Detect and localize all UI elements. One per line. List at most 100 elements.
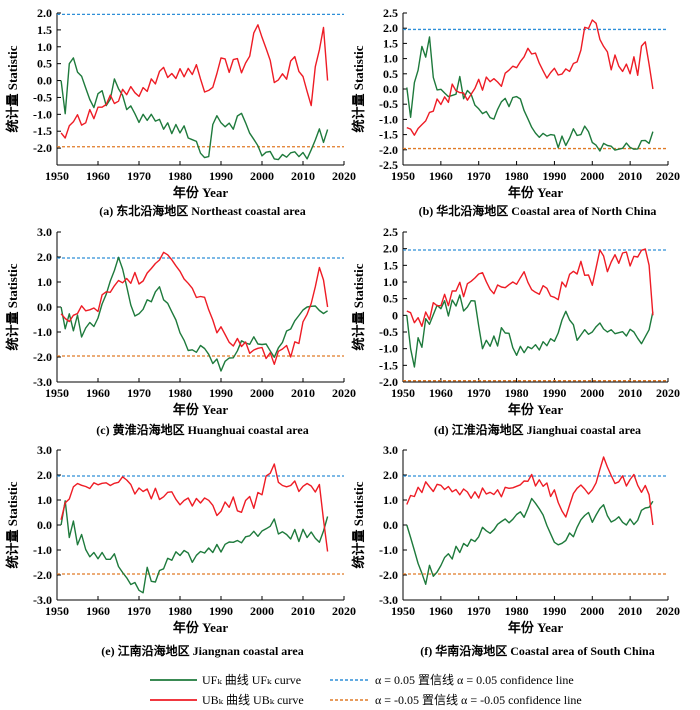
- y-tick-label: -2.5: [379, 158, 398, 172]
- x-tick-label: 1980: [168, 169, 192, 183]
- y-tick-label: 1.0: [383, 493, 398, 507]
- x-tick-label: 2000: [580, 169, 604, 183]
- ub-series-line: [406, 248, 654, 327]
- chart-panel-6: -3.0 -2.0 -1.0 0.0 1.0 2.0 3.0 1950 1960 1970 1980…: [351, 443, 680, 658]
- uf-series-line: [406, 497, 654, 585]
- y-tick-label: 1.0: [37, 40, 52, 54]
- x-tick-label: 1970: [127, 386, 151, 400]
- legend-conf-pos-label: α = 0.05 置信线 α = 0.05 confidence line: [375, 673, 574, 687]
- y-tick-label: -2.0: [379, 568, 398, 582]
- x-tick-label: 1970: [127, 169, 151, 183]
- y-tick-label: -2.0: [379, 375, 398, 389]
- panel-caption: (c) 黄淮沿海地区 Huanghuai coastal area: [96, 422, 308, 437]
- chart-panel-4: -2.0 -1.5 -1.0 -0.5 0 0.5 1.0 1.5 2.0 2.5 1950 1960…: [351, 225, 680, 437]
- y-tick-label: -1.0: [33, 107, 52, 121]
- x-tick-label: 2010: [291, 604, 315, 618]
- y-tick-label: -1.0: [379, 112, 398, 126]
- x-tick-label: 1960: [429, 604, 453, 618]
- x-axis-label: 年份 Year: [508, 402, 563, 417]
- y-tick-label: -1.5: [379, 358, 398, 372]
- x-tick-label: 2000: [580, 604, 604, 618]
- x-tick-label: 1950: [391, 604, 415, 618]
- y-tick-label: 2.0: [383, 468, 398, 482]
- y-tick-label: -2.0: [33, 350, 52, 364]
- panel-caption: (a) 东北沿海地区 Northeast coastal area: [99, 203, 305, 218]
- x-tick-label: 1990: [209, 604, 233, 618]
- chart-panel-2: -2.5-2.0-1.5 -1.0-0.50.00.51.0 1.52.02.5 19…: [351, 6, 680, 218]
- x-tick-label: 2020: [332, 169, 356, 183]
- y-tick-label: 0.0: [37, 74, 52, 88]
- x-tick-label: 2000: [580, 386, 604, 400]
- x-tick-label: 2010: [291, 169, 315, 183]
- x-tick-label: 1990: [542, 604, 566, 618]
- y-tick-label: -1.5: [33, 124, 52, 138]
- y-axis-label: 统计量 Statistic: [351, 263, 366, 350]
- uf-series-line: [406, 36, 654, 152]
- uf-series-line: [406, 294, 654, 368]
- x-tick-label: 1990: [209, 386, 233, 400]
- x-tick-label: 2000: [250, 169, 274, 183]
- x-axis-label: 年份 Year: [173, 620, 228, 635]
- y-tick-label: 1.0: [37, 493, 52, 507]
- y-tick-label: -2.0: [379, 143, 398, 157]
- y-tick-label: -1.0: [379, 342, 398, 356]
- x-tick-label: 1980: [168, 604, 192, 618]
- y-tick-label: -2.0: [33, 568, 52, 582]
- ub-series-line: [406, 19, 654, 136]
- x-axis-label: 年份 Year: [173, 402, 228, 417]
- y-tick-label: -0.5: [379, 97, 398, 111]
- uf-series-line: [60, 256, 328, 372]
- y-tick-label: 0.5: [383, 67, 398, 81]
- x-tick-label: 1950: [45, 169, 69, 183]
- x-tick-label: 1950: [45, 386, 69, 400]
- y-tick-label: -0.5: [379, 325, 398, 339]
- x-tick-label: 1980: [168, 386, 192, 400]
- legend-conf-neg-label: α = -0.05 置信线 α = -0.05 confidence line: [375, 693, 582, 707]
- y-tick-label: 0.0: [37, 518, 52, 532]
- x-tick-label: 1970: [467, 386, 491, 400]
- ub-series-line: [60, 24, 329, 139]
- x-tick-label: 1970: [467, 169, 491, 183]
- y-tick-label: 0.5: [37, 57, 52, 71]
- y-tick-label: 0.5: [383, 292, 398, 306]
- y-tick-label: 2.0: [37, 468, 52, 482]
- ub-series-line: [60, 463, 329, 552]
- y-axis-label: 统计量 Statistic: [351, 481, 366, 568]
- y-axis-label: 统计量 Statistic: [5, 481, 20, 568]
- y-tick-label: -1.0: [33, 543, 52, 557]
- uf-series-line: [60, 57, 329, 161]
- x-tick-label: 1990: [542, 169, 566, 183]
- x-tick-label: 2010: [291, 386, 315, 400]
- y-tick-label: 0.0: [383, 82, 398, 96]
- x-axis-label: 年份 Year: [173, 185, 228, 200]
- x-tick-label: 2000: [250, 386, 274, 400]
- ub-series-line: [406, 456, 654, 526]
- panel-caption: (f) 华南沿海地区 Coastal area of South China: [420, 643, 654, 658]
- x-tick-label: 1970: [127, 604, 151, 618]
- y-tick-label: -3.0: [379, 593, 398, 607]
- y-tick-label: -1.0: [379, 543, 398, 557]
- y-tick-label: -1.0: [33, 325, 52, 339]
- x-tick-label: 2000: [250, 604, 274, 618]
- y-tick-label: -2.0: [33, 141, 52, 155]
- y-tick-label: 1.0: [37, 275, 52, 289]
- x-tick-label: 2010: [618, 386, 642, 400]
- y-tick-label: 2.0: [383, 21, 398, 35]
- x-tick-label: 1950: [391, 169, 415, 183]
- x-tick-label: 1980: [505, 169, 529, 183]
- y-tick-label: 0.0: [383, 518, 398, 532]
- x-tick-label: 1950: [45, 604, 69, 618]
- x-tick-label: 2020: [656, 604, 680, 618]
- x-tick-label: 2010: [618, 604, 642, 618]
- y-tick-label: -0.5: [33, 90, 52, 104]
- x-tick-label: 1990: [542, 386, 566, 400]
- legend-uf-label: UFₖ 曲线 UFₖ curve: [202, 673, 301, 687]
- y-axis-label: 统计量 Statistic: [5, 45, 20, 132]
- x-tick-label: 2020: [656, 169, 680, 183]
- x-tick-label: 1950: [391, 386, 415, 400]
- y-tick-label: 2.5: [383, 225, 398, 239]
- chart-panel-1: -2.0 -1.5 -1.0 -0.5 0.0 0.5 1.0 1.5 2.0 1950 1960 1…: [5, 6, 356, 218]
- y-tick-label: 3.0: [37, 225, 52, 239]
- ub-series-line: [60, 251, 329, 365]
